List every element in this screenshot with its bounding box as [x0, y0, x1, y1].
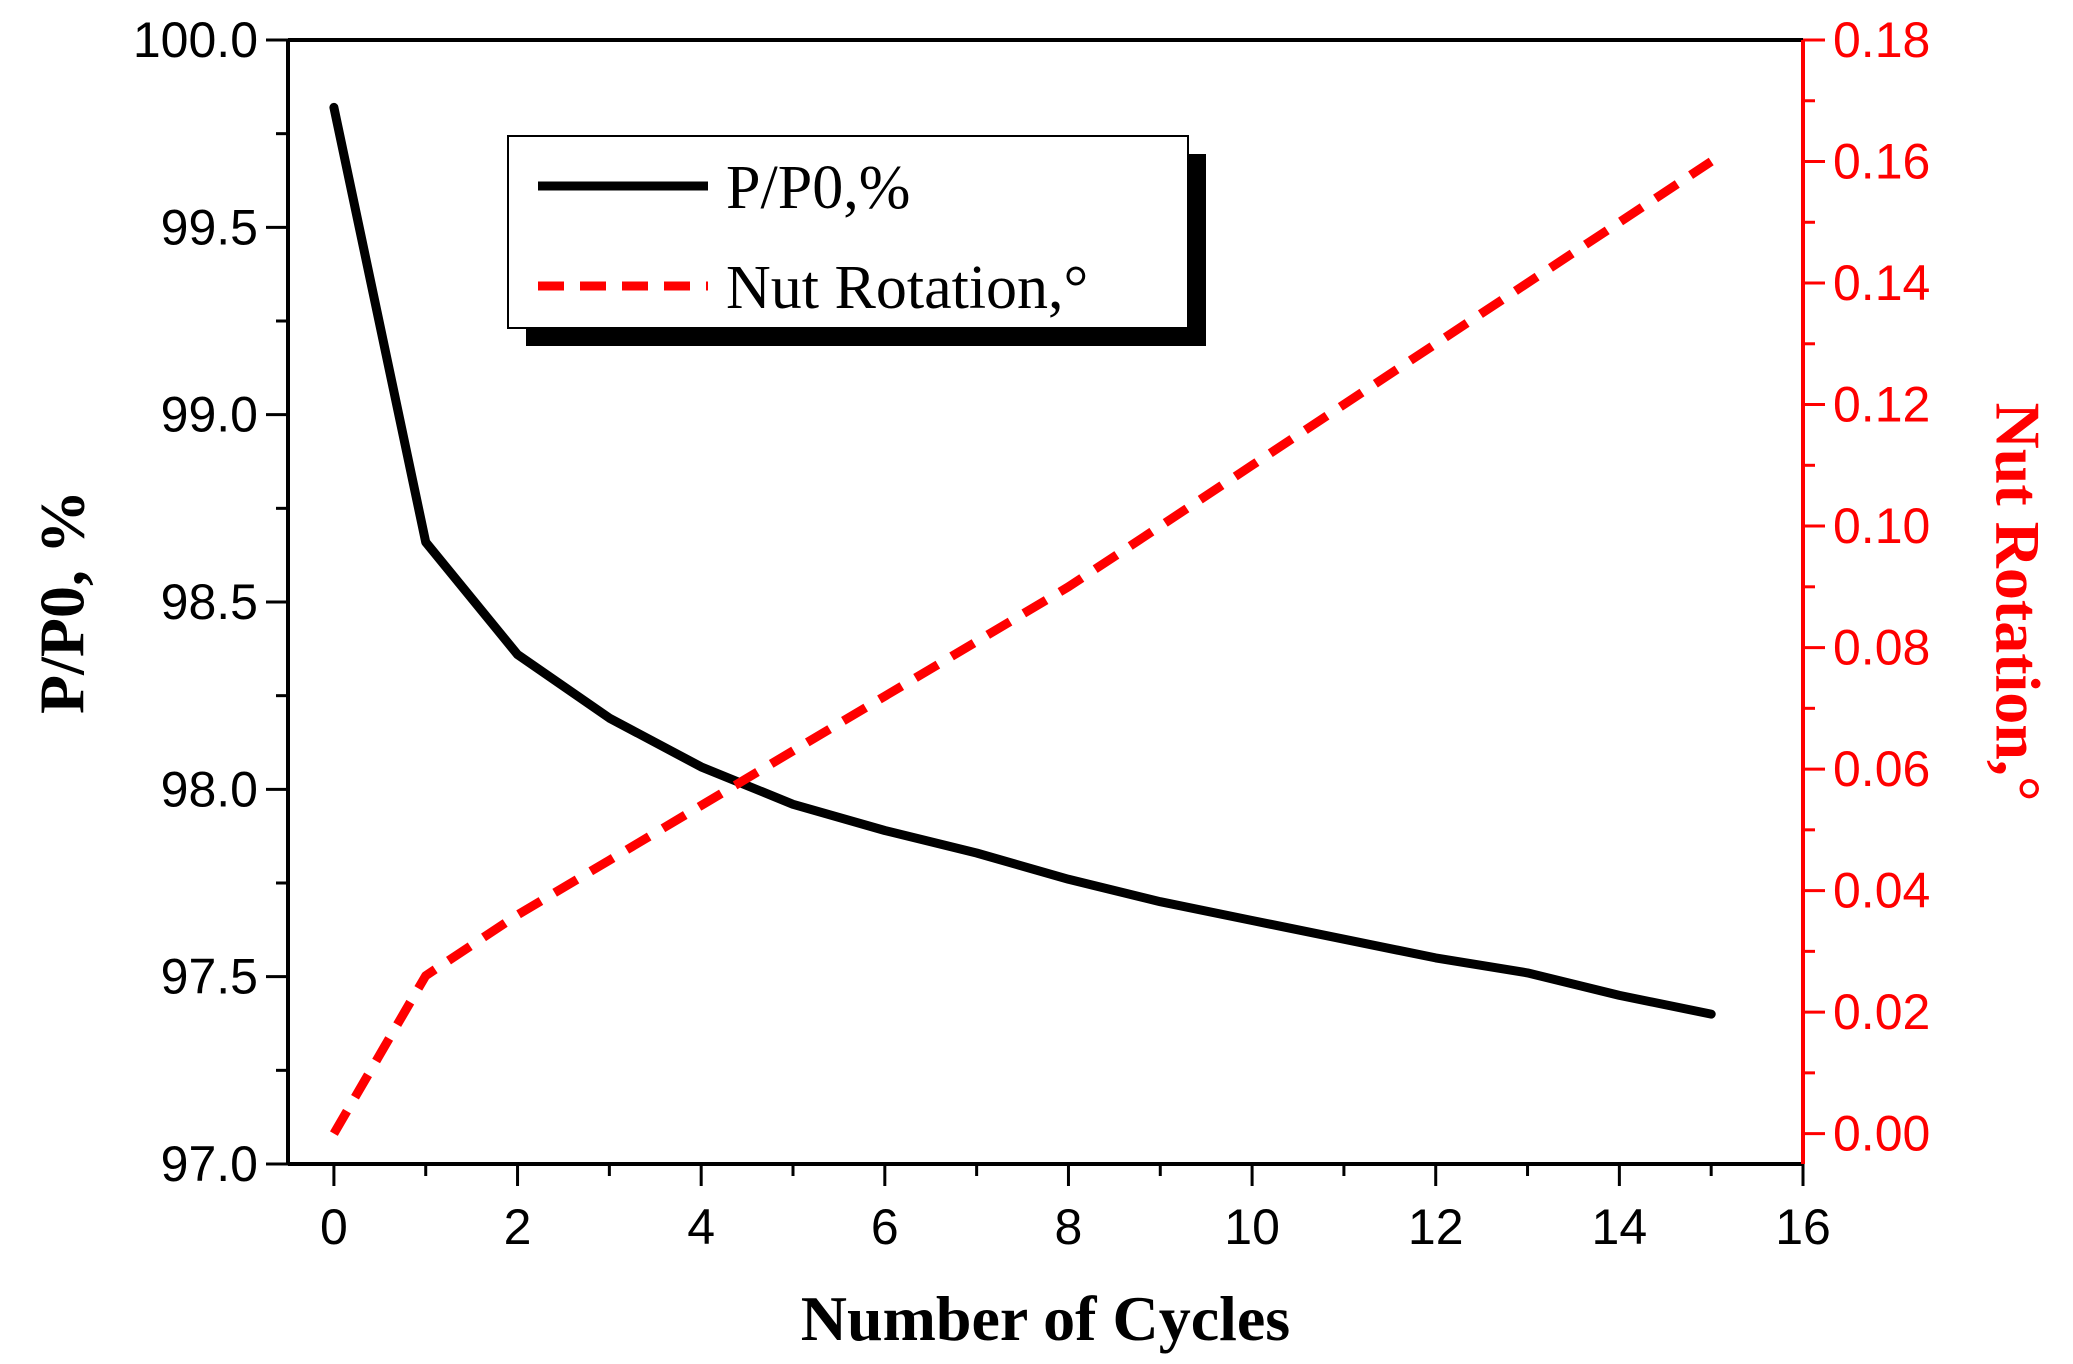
axes: 0 2 4 6 8 10 12 14 16 97.0 97.5 98.0 98.5 99.0 99.5 100…	[27, 12, 2054, 1354]
y-right-tick-label: 0.18	[1833, 12, 1930, 68]
legend: P/P0,% Nut Rotation,°	[507, 135, 1206, 346]
y-left-tick-label: 97.0	[161, 1136, 258, 1192]
y-left-tick-label: 100.0	[133, 12, 258, 68]
x-tick-label: 14	[1592, 1199, 1648, 1255]
y-right-tick-label: 0.10	[1833, 498, 1930, 554]
x-tick-label: 8	[1055, 1199, 1083, 1255]
x-axis-title: Number of Cycles	[801, 1283, 1290, 1354]
y-left-tick-label: 98.0	[161, 761, 258, 817]
y-right-tick-label: 0.04	[1833, 863, 1930, 919]
x-tick-label: 4	[687, 1199, 715, 1255]
x-tick-label: 10	[1224, 1199, 1280, 1255]
y-left-tick-label: 97.5	[161, 949, 258, 1005]
x-tick-label: 6	[871, 1199, 899, 1255]
y-left-tick-label: 99.5	[161, 199, 258, 255]
y-right-tick-label: 0.08	[1833, 620, 1930, 676]
plot-series	[329, 102, 1716, 1136]
x-tick-label: 2	[504, 1199, 532, 1255]
nut-rotation-line	[330, 157, 1714, 1136]
y-right-tick-label: 0.02	[1833, 984, 1930, 1040]
legend-label: P/P0,%	[726, 154, 910, 222]
x-tick-label: 16	[1775, 1199, 1831, 1255]
x-tick-label: 0	[320, 1199, 348, 1255]
legend-label: Nut Rotation,°	[726, 254, 1088, 322]
y-left-tick-label: 98.5	[161, 574, 258, 630]
y-right-tick-label: 0.06	[1833, 741, 1930, 797]
y-left-tick-label: 99.0	[161, 387, 258, 443]
y-right-tick-label: 0.12	[1833, 377, 1930, 433]
y-left-axis-title: P/P0, %	[27, 490, 98, 714]
x-tick-label: 12	[1408, 1199, 1464, 1255]
y-right-tick-label: 0.14	[1833, 255, 1930, 311]
y-right-tick-label: 0.16	[1833, 134, 1930, 190]
y-right-tick-label: 0.00	[1833, 1106, 1930, 1162]
legend-box	[507, 135, 1189, 329]
y-right-axis-title: Nut Rotation,°	[1983, 403, 2054, 802]
pp0-line	[329, 102, 1716, 1019]
